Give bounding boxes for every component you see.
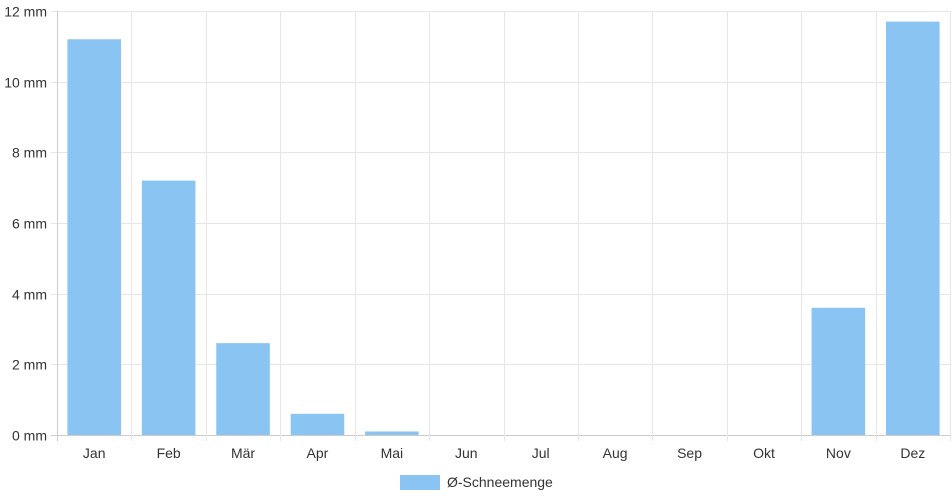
x-tick-label: Jul [532, 445, 550, 461]
x-tick-label: Mär [231, 445, 255, 461]
x-tick-label: Okt [753, 445, 775, 461]
x-tick-label: Jun [455, 445, 478, 461]
y-tick-label: 2 mm [12, 357, 47, 373]
bar-Dez[interactable] [886, 21, 940, 435]
y-tick-label: 0 mm [12, 428, 47, 444]
axis-layer: 0 mm 2 mm 4 mm 6 mm 8 mm 10 mm 12 mm Jan Feb Mär A… [4, 4, 925, 462]
legend-swatch[interactable] [400, 475, 440, 490]
y-tick-label: 12 mm [4, 4, 47, 20]
x-tick-label: Sep [677, 445, 702, 461]
x-tick-label: Jan [83, 445, 106, 461]
y-tick-label: 8 mm [12, 145, 47, 161]
x-tick-label: Dez [900, 445, 925, 461]
x-tick-label: Apr [307, 445, 329, 461]
bar-Jan[interactable] [67, 39, 121, 436]
x-tick-label: Feb [157, 445, 181, 461]
x-tick-label: Nov [826, 445, 851, 461]
bar-Feb[interactable] [141, 180, 196, 435]
bar-Mär[interactable] [216, 343, 270, 435]
bar-Nov[interactable] [811, 307, 866, 435]
x-tick-label: Mai [381, 445, 404, 461]
y-tick-label: 10 mm [4, 75, 47, 91]
legend[interactable]: Ø-Schneemenge [400, 474, 553, 490]
bar-Apr[interactable] [290, 413, 345, 435]
y-tick-label: 4 mm [12, 287, 47, 303]
grid-layer [51, 11, 951, 441]
bar-Mai[interactable] [365, 431, 419, 435]
y-tick-label: 6 mm [12, 216, 47, 232]
legend-label[interactable]: Ø-Schneemenge [447, 474, 553, 490]
x-tick-label: Aug [603, 445, 628, 461]
bar-layer [67, 21, 940, 436]
